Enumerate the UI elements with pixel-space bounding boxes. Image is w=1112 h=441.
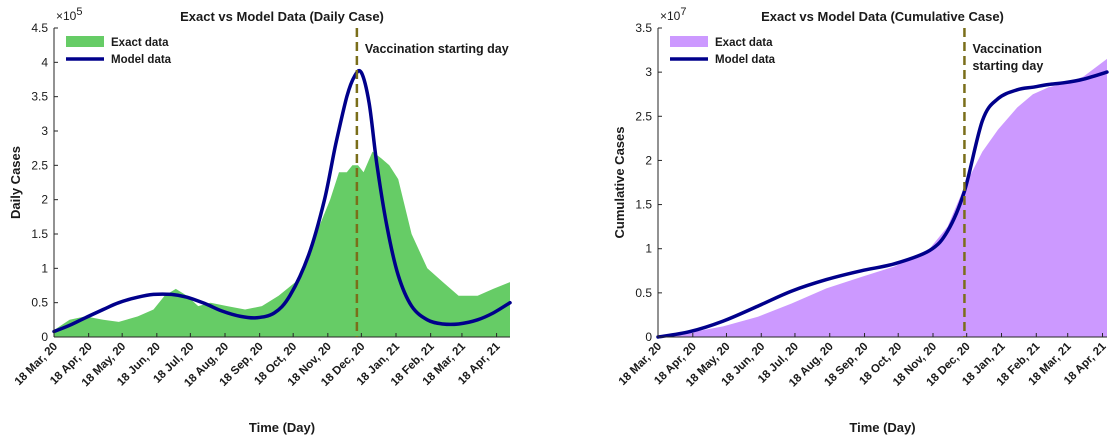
legend-label: Model data — [111, 54, 172, 66]
chart-title: Exact vs Model Data (Daily Case) — [180, 9, 384, 24]
y-tick-label: 0.5 — [31, 296, 48, 310]
y-tick-label: 3 — [645, 65, 652, 79]
y-tick-label: 0 — [41, 330, 48, 344]
legend-label: Exact data — [111, 37, 169, 49]
legend-label: Model data — [715, 54, 776, 66]
y-tick-label: 0 — [645, 330, 652, 344]
y-tick-label: 1 — [41, 261, 48, 275]
series-daily-exact-area — [54, 151, 510, 337]
y-tick-label: 4.5 — [31, 21, 48, 35]
y-tick-label: 1.5 — [31, 227, 48, 241]
y-tick-label: 2 — [41, 193, 48, 207]
series-cumulative-model-line — [656, 70, 1109, 339]
y-axis-label: Daily Cases — [8, 146, 23, 219]
y-tick-label: 2.5 — [31, 158, 48, 172]
y-tick-label: 2.5 — [635, 109, 652, 123]
y-exponent-label: ×105 — [56, 6, 82, 23]
y-exponent-power: 7 — [680, 6, 686, 18]
chart-title: Exact vs Model Data (Cumulative Case) — [761, 9, 1004, 24]
legend-label: Exact data — [715, 37, 773, 49]
y-axis-label: Cumulative Cases — [612, 127, 627, 239]
y-tick-label: 2 — [645, 153, 652, 167]
y-tick-label: 1 — [645, 242, 652, 256]
series-daily-model-line — [52, 68, 512, 334]
x-axis-label: Time (Day) — [249, 420, 315, 435]
legend-swatch-exact — [670, 36, 708, 47]
y-exponent-power: 5 — [76, 6, 82, 18]
legend: Exact data Model data — [670, 36, 776, 66]
x-axis-label: Time (Day) — [849, 420, 915, 435]
y-tick-label: 4 — [41, 55, 48, 69]
series-cumulative-exact-area — [658, 58, 1107, 338]
y-tick-label: 3 — [41, 124, 48, 138]
y-exponent-label: ×107 — [660, 6, 686, 23]
vaccination-label: starting day — [972, 59, 1043, 73]
vaccination-label: Vaccination starting day — [365, 42, 509, 56]
y-tick-label: 3.5 — [31, 90, 48, 104]
legend-swatch-exact — [66, 36, 104, 47]
y-tick-label: 3.5 — [635, 21, 652, 35]
y-tick-label: 1.5 — [635, 198, 652, 212]
vaccination-label: Vaccination — [972, 42, 1041, 56]
legend: Exact data Model data — [66, 36, 172, 66]
y-tick-label: 0.5 — [635, 286, 652, 300]
